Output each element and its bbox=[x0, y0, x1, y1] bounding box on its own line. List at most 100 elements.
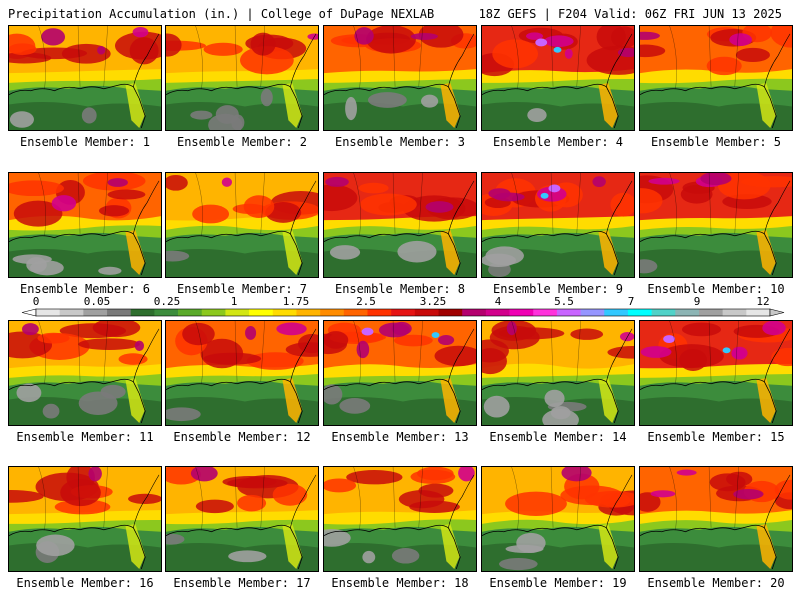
ensemble-member-label: Ensemble Member: 18 bbox=[331, 576, 469, 590]
ensemble-member-label: Ensemble Member: 14 bbox=[489, 430, 627, 444]
ensemble-member-label: Ensemble Member: 19 bbox=[489, 576, 627, 590]
colorbar-tick-label: 9 bbox=[693, 295, 701, 308]
colorbar-tick-label: 1 bbox=[230, 295, 238, 308]
colorbar-tick-label: 0.05 bbox=[83, 295, 111, 308]
precip-map-graphic bbox=[482, 321, 634, 425]
precip-map-graphic bbox=[640, 26, 792, 130]
colorbar-swatch bbox=[651, 309, 676, 316]
ensemble-map-13 bbox=[323, 320, 477, 426]
colorbar-swatch bbox=[391, 309, 416, 316]
precip-map-graphic bbox=[166, 467, 318, 571]
ensemble-map-5 bbox=[639, 25, 793, 131]
precip-map-graphic bbox=[482, 26, 634, 130]
precip-map-graphic bbox=[640, 321, 792, 425]
colorbar-swatch bbox=[225, 309, 250, 316]
colorbar-swatch bbox=[201, 309, 226, 316]
colorbar-tick-label: 5.5 bbox=[554, 295, 574, 308]
precip-map-graphic bbox=[9, 321, 161, 425]
colorbar-swatch bbox=[556, 309, 581, 316]
ensemble-member-label: Ensemble Member: 8 bbox=[334, 282, 466, 296]
ensemble-member-label: Ensemble Member: 9 bbox=[492, 282, 624, 296]
ensemble-map-19 bbox=[481, 466, 635, 572]
ensemble-map-6 bbox=[8, 172, 162, 278]
ensemble-map-20 bbox=[639, 466, 793, 572]
ensemble-map-18 bbox=[323, 466, 477, 572]
precip-map-graphic bbox=[324, 321, 476, 425]
colorbar-tick-label: 7 bbox=[627, 295, 635, 308]
ensemble-map-16 bbox=[8, 466, 162, 572]
colorbar-swatch bbox=[675, 309, 700, 316]
ensemble-map-4 bbox=[481, 25, 635, 131]
colorbar-tick-label: 1.75 bbox=[282, 295, 310, 308]
colorbar-swatch bbox=[604, 309, 629, 316]
precip-map-graphic bbox=[640, 173, 792, 277]
precip-map-graphic bbox=[166, 173, 318, 277]
colorbar-swatch bbox=[249, 309, 274, 316]
colorbar-swatch bbox=[59, 309, 84, 316]
colorbar-swatch bbox=[320, 309, 345, 316]
colorbar-swatch bbox=[367, 309, 392, 316]
precip-map-graphic bbox=[482, 467, 634, 571]
colorbar-graphic bbox=[21, 308, 785, 317]
colorbar-swatch bbox=[107, 309, 132, 316]
precip-map-graphic bbox=[324, 467, 476, 571]
colorbar-swatch bbox=[296, 309, 321, 316]
colorbar-swatch bbox=[627, 309, 652, 316]
precip-map-graphic bbox=[166, 26, 318, 130]
ensemble-member-label: Ensemble Member: 4 bbox=[492, 135, 624, 149]
ensemble-member-label: Ensemble Member: 10 bbox=[647, 282, 785, 296]
ensemble-member-label: Ensemble Member: 12 bbox=[173, 430, 311, 444]
ensemble-map-11 bbox=[8, 320, 162, 426]
precip-map-graphic bbox=[9, 467, 161, 571]
product-title: Precipitation Accumulation (in.) | Colle… bbox=[8, 7, 435, 21]
ensemble-map-3 bbox=[323, 25, 477, 131]
colorbar-swatch bbox=[414, 309, 439, 316]
ensemble-map-1 bbox=[8, 25, 162, 131]
colorbar-swatch bbox=[438, 309, 463, 316]
ensemble-map-15 bbox=[639, 320, 793, 426]
ensemble-map-7 bbox=[165, 172, 319, 278]
colorbar-tick-label: 3.25 bbox=[419, 295, 447, 308]
colorbar-swatch bbox=[272, 309, 297, 316]
ensemble-member-label: Ensemble Member: 3 bbox=[334, 135, 466, 149]
ensemble-member-label: Ensemble Member: 1 bbox=[19, 135, 151, 149]
colorbar-right-arrow bbox=[769, 308, 785, 317]
ensemble-member-label: Ensemble Member: 5 bbox=[650, 135, 782, 149]
precip-map-graphic bbox=[9, 26, 161, 130]
colorbar-swatch bbox=[154, 309, 179, 316]
colorbar-swatch bbox=[130, 309, 155, 316]
model-valid-time: 18Z GEFS | F204 Valid: 06Z FRI JUN 13 20… bbox=[478, 7, 782, 21]
colorbar-swatch bbox=[580, 309, 605, 316]
ensemble-map-2 bbox=[165, 25, 319, 131]
ensemble-map-8 bbox=[323, 172, 477, 278]
precip-map-graphic bbox=[9, 173, 161, 277]
colorbar-swatch bbox=[343, 309, 368, 316]
colorbar-swatch bbox=[533, 309, 558, 316]
colorbar-swatch bbox=[462, 309, 487, 316]
colorbar-tick-label: 2.5 bbox=[356, 295, 376, 308]
precip-colorbar bbox=[0, 296, 800, 320]
colorbar-swatch bbox=[83, 309, 108, 316]
ensemble-member-label: Ensemble Member: 13 bbox=[331, 430, 469, 444]
ensemble-map-9 bbox=[481, 172, 635, 278]
colorbar-swatch bbox=[178, 309, 203, 316]
precip-map-graphic bbox=[324, 173, 476, 277]
precip-map-graphic bbox=[482, 173, 634, 277]
colorbar-swatch bbox=[722, 309, 747, 316]
colorbar-swatch bbox=[509, 309, 534, 316]
ensemble-member-label: Ensemble Member: 6 bbox=[19, 282, 151, 296]
ensemble-member-label: Ensemble Member: 16 bbox=[16, 576, 154, 590]
colorbar-tick-label: 0.25 bbox=[153, 295, 181, 308]
precip-map-graphic bbox=[166, 321, 318, 425]
colorbar-swatch bbox=[746, 309, 771, 316]
ensemble-map-10 bbox=[639, 172, 793, 278]
ensemble-member-label: Ensemble Member: 7 bbox=[176, 282, 308, 296]
ensemble-member-label: Ensemble Member: 15 bbox=[647, 430, 785, 444]
ensemble-member-label: Ensemble Member: 17 bbox=[173, 576, 311, 590]
ensemble-map-17 bbox=[165, 466, 319, 572]
colorbar-swatch bbox=[698, 309, 723, 316]
colorbar-tick-label: 12 bbox=[756, 295, 770, 308]
precip-map-graphic bbox=[640, 467, 792, 571]
precip-map-graphic bbox=[324, 26, 476, 130]
ensemble-member-label: Ensemble Member: 20 bbox=[647, 576, 785, 590]
